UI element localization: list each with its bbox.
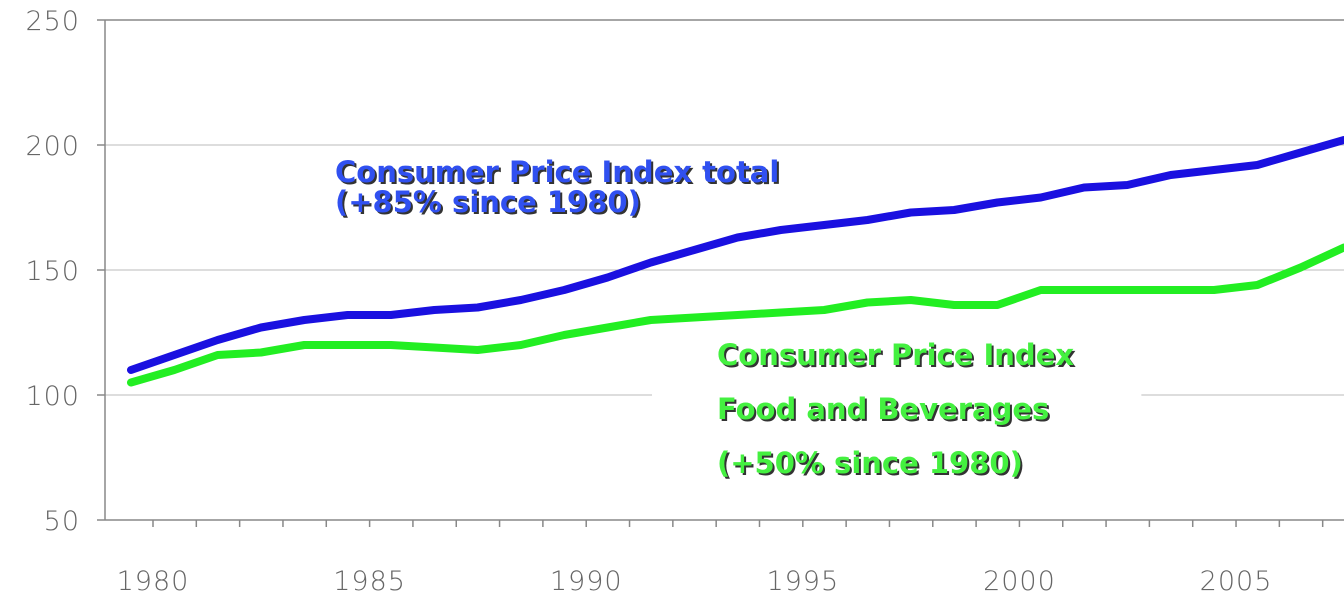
annotation-shadow: (+50% since 1980) bbox=[719, 448, 1025, 482]
x-tick-label: 1985 bbox=[333, 566, 406, 597]
x-tick-label: 2005 bbox=[1200, 566, 1273, 597]
annotation-bg bbox=[652, 334, 1142, 486]
y-tick-label: 50 bbox=[44, 506, 80, 537]
annotation-shadow: Consumer Price Index bbox=[719, 340, 1076, 374]
x-tick-label: 1980 bbox=[117, 566, 190, 597]
x-tick-label: 1990 bbox=[550, 566, 623, 597]
annotation-text: (+50% since 1980) bbox=[717, 446, 1023, 480]
series-line bbox=[126, 243, 1344, 387]
annotation-shadow: Consumer Price Index total bbox=[337, 157, 781, 191]
annotation-text: (+85% since 1980) bbox=[335, 185, 641, 219]
annotation-text: Food and Beverages bbox=[717, 392, 1049, 426]
annotation-text: Consumer Price Index total bbox=[335, 155, 779, 189]
y-tick-label: 150 bbox=[25, 256, 80, 287]
x-tick-label: 2000 bbox=[983, 566, 1056, 597]
annotation-bg bbox=[270, 151, 847, 225]
y-tick-label: 200 bbox=[25, 131, 80, 162]
annotation-text: Consumer Price Index bbox=[717, 338, 1074, 372]
x-tick-label: 1995 bbox=[766, 566, 839, 597]
series-line bbox=[126, 136, 1344, 374]
y-tick-label: 250 bbox=[25, 6, 80, 37]
y-tick-label: 100 bbox=[25, 381, 80, 412]
annotation-shadow: Food and Beverages bbox=[719, 394, 1051, 428]
annotation-shadow: (+85% since 1980) bbox=[337, 187, 643, 221]
